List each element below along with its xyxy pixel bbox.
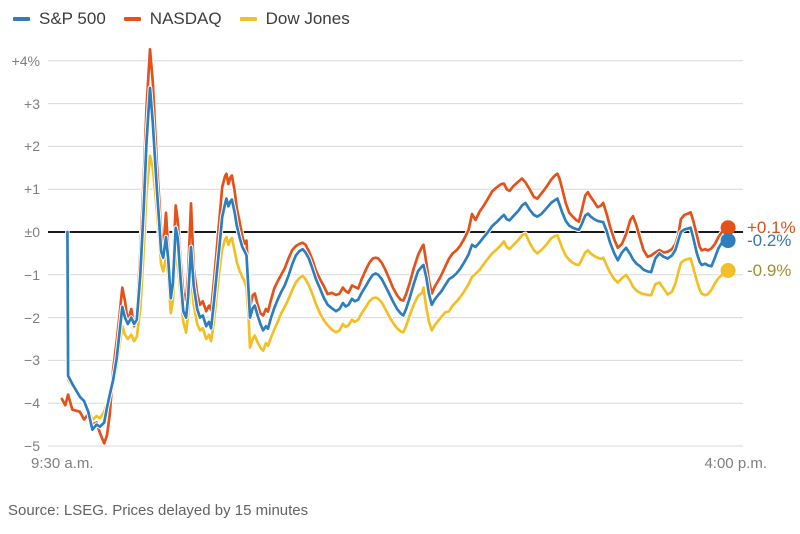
y-tick-label: +2 bbox=[24, 138, 40, 155]
legend-item-sp500: S&P 500 bbox=[13, 9, 106, 29]
y-tick-label: +3 bbox=[24, 95, 40, 112]
y-tick-label: −3 bbox=[24, 352, 40, 369]
sp500-end-dot bbox=[720, 233, 736, 249]
y-tick-label: +4% bbox=[11, 52, 40, 69]
legend-label-dow-jones: Dow Jones bbox=[265, 9, 350, 28]
y-tick-label: +1 bbox=[24, 181, 40, 198]
sp500-line bbox=[66, 86, 730, 432]
dow-jones-line-casing bbox=[65, 153, 731, 423]
y-tick-label: ±0 bbox=[24, 224, 40, 240]
y-tick-label: −1 bbox=[24, 266, 40, 283]
x-axis-start-label: 9:30 a.m. bbox=[31, 455, 94, 472]
y-tick-label: −5 bbox=[24, 438, 40, 454]
dow-jones-end-label: -0.9% bbox=[747, 260, 792, 280]
sp500-line-swatch-icon bbox=[13, 17, 30, 21]
x-axis-end-label: 4:00 p.m. bbox=[704, 455, 767, 472]
dow-jones-line-swatch-icon bbox=[239, 17, 257, 21]
nasdaq-end-label: +0.1% bbox=[747, 217, 796, 237]
legend-item-dow-jones: Dow Jones bbox=[239, 9, 350, 29]
nasdaq-end-dot bbox=[720, 220, 736, 236]
sp500-line-casing bbox=[65, 85, 731, 433]
sp500-end-label: -0.2% bbox=[747, 230, 792, 250]
legend: S&P 500 NASDAQ Dow Jones bbox=[13, 9, 350, 29]
y-tick-label: −2 bbox=[24, 309, 40, 326]
y-tick-label: −4 bbox=[24, 395, 40, 412]
legend-item-nasdaq: NASDAQ bbox=[123, 9, 222, 29]
legend-label-nasdaq: NASDAQ bbox=[149, 9, 222, 28]
legend-label-sp500: S&P 500 bbox=[39, 9, 106, 28]
dow-jones-end-dot bbox=[720, 263, 736, 278]
source-note: Source: LSEG. Prices delayed by 15 minut… bbox=[8, 502, 309, 519]
nasdaq-line-swatch-icon bbox=[123, 17, 141, 21]
